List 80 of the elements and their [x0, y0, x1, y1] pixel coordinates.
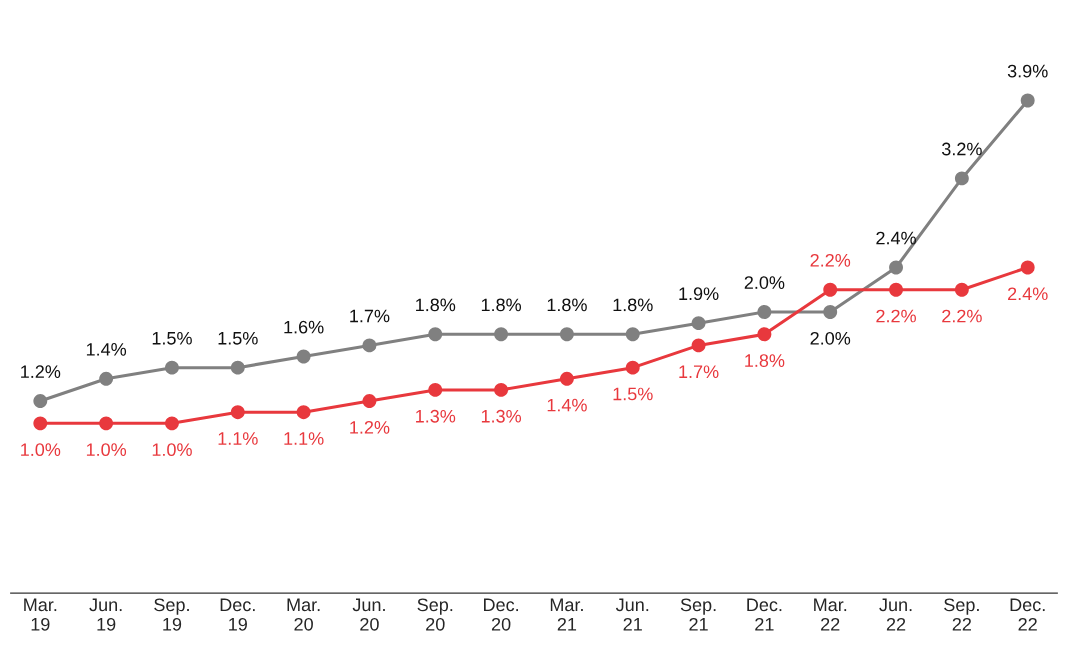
data-label: 1.4% [547, 398, 587, 412]
point [954, 282, 969, 297]
x-tick-label: Mar. 21 [550, 598, 583, 631]
point [1020, 93, 1035, 108]
point [230, 405, 245, 420]
data-label: 1.8% [481, 298, 522, 312]
point [691, 338, 706, 353]
data-label: 1.3% [481, 409, 522, 423]
data-label: 2.0% [744, 276, 785, 289]
data-label: 3.9% [1007, 64, 1048, 78]
data-label: 1.0% [152, 443, 192, 457]
point [691, 316, 706, 331]
data-label: 1.0% [86, 443, 127, 457]
point [1020, 260, 1035, 275]
data-label: 2.4% [1008, 287, 1048, 301]
x-tick-label: Sep. 20 [417, 598, 453, 631]
point [428, 382, 443, 397]
point [823, 282, 838, 297]
point [99, 371, 114, 386]
x-tick-label: Mar. 19 [24, 598, 57, 631]
data-label: 1.0% [21, 443, 61, 457]
data-label: 3.2% [941, 142, 982, 156]
point [296, 405, 311, 420]
point [823, 305, 838, 319]
x-tick-label: Jun. 21 [615, 598, 649, 631]
point [757, 327, 772, 342]
point [362, 394, 377, 409]
point [99, 416, 114, 431]
data-label: 1.8% [613, 298, 653, 312]
x-tick-label: Mar. 22 [814, 598, 847, 631]
x-tick-label: Dec. 22 [1010, 598, 1045, 631]
data-label: 1.3% [416, 409, 456, 423]
data-label: 1.9% [679, 287, 719, 301]
x-tick-label: Sep. 19 [154, 598, 189, 631]
data-label: 1.4% [86, 343, 127, 356]
data-label: 1.8% [547, 298, 587, 312]
x-tick-label: Dec. 20 [484, 598, 518, 631]
point [230, 360, 245, 375]
x-tick-label: Sep. 22 [944, 598, 979, 631]
point [33, 394, 48, 409]
x-tick-label: Sep. 21 [680, 598, 716, 631]
point [889, 260, 903, 275]
data-label: 1.5% [613, 387, 653, 401]
data-label: 1.2% [350, 420, 390, 434]
point [165, 416, 179, 431]
data-label: 1.2% [21, 365, 61, 378]
point [428, 327, 443, 342]
data-label: 2.2% [942, 309, 982, 323]
x-tick-label: Dec. 19 [220, 598, 255, 631]
point [757, 305, 772, 319]
x-tick-label: Jun. 22 [879, 598, 912, 631]
point [362, 338, 377, 353]
point [494, 382, 509, 397]
point [954, 171, 969, 186]
data-label: 1.5% [218, 331, 258, 345]
point [494, 327, 509, 342]
point [33, 416, 48, 431]
data-label: 2.2% [810, 253, 851, 267]
point [889, 282, 903, 297]
data-label: 2.2% [876, 309, 916, 323]
x-tick-label: Dec. 21 [747, 598, 782, 631]
data-label: 1.7% [350, 309, 390, 323]
x-tick-label: Jun. 20 [352, 598, 385, 631]
data-label: 1.1% [218, 432, 258, 445]
data-label: 1.8% [416, 298, 456, 312]
point [625, 327, 640, 342]
data-label: 2.0% [810, 331, 851, 345]
data-label: 1.5% [152, 331, 192, 345]
point [625, 360, 640, 375]
point [165, 360, 179, 375]
data-label: 2.4% [876, 231, 916, 245]
x-tick-label: Mar. 20 [287, 598, 320, 631]
data-label: 1.1% [284, 432, 324, 445]
point [559, 327, 574, 342]
data-label: 1.8% [745, 354, 785, 367]
data-label: 1.6% [284, 320, 324, 334]
point [296, 349, 311, 364]
x-tick-label: Jun. 19 [89, 598, 122, 631]
data-label: 1.7% [679, 365, 719, 379]
point [559, 371, 574, 386]
